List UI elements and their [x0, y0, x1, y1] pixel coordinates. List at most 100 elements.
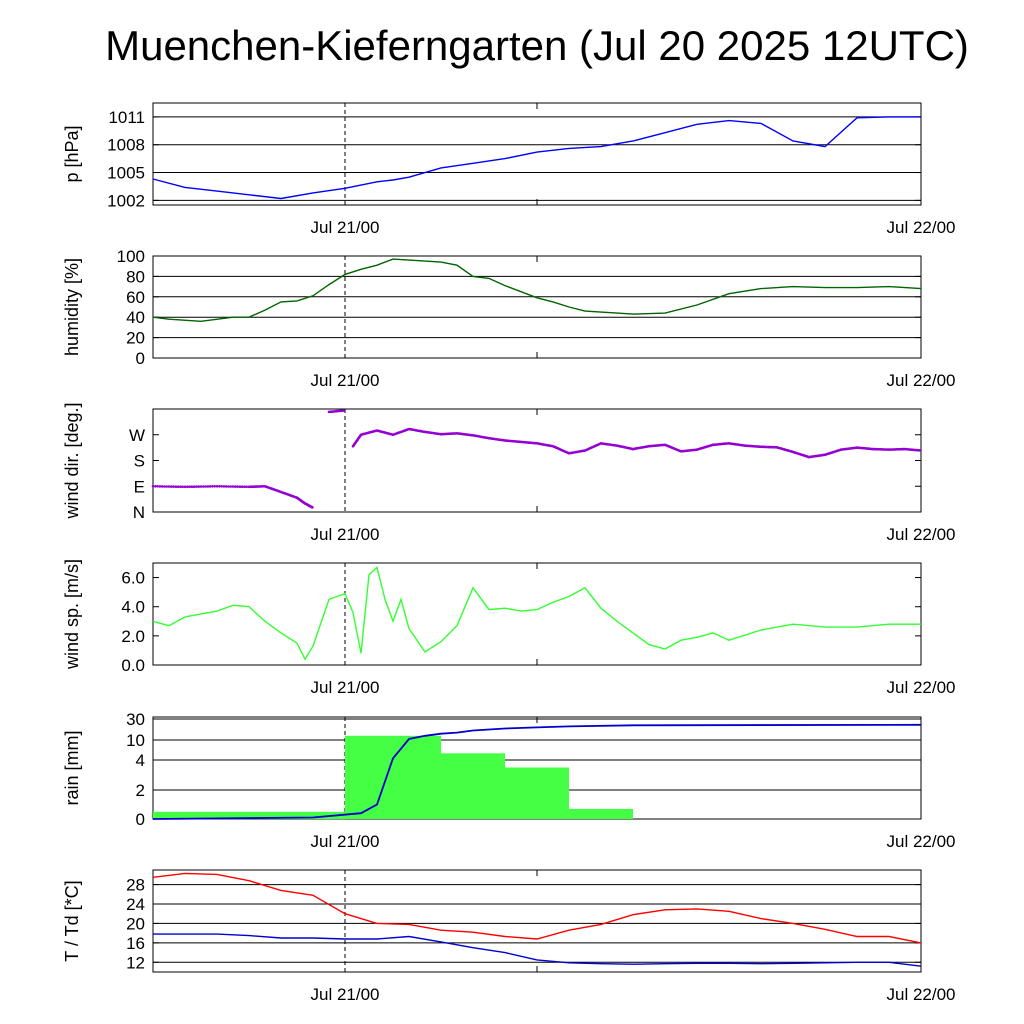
wind-direction-point: [186, 485, 189, 489]
wind-direction-point: [154, 485, 157, 488]
wind-direction-point: [197, 485, 200, 488]
y-tick-label: 0.0: [121, 656, 145, 675]
y-tick-label: 1008: [107, 136, 145, 155]
y-tick-label: W: [129, 426, 145, 445]
x-tick-label: Jul 21/00: [311, 985, 380, 1004]
wind-direction-point: [167, 485, 171, 488]
wind-direction-point: [174, 485, 178, 489]
wind-direction-point: [160, 485, 164, 488]
wind-direction-point: [243, 485, 246, 489]
y-tick-label: N: [133, 503, 145, 522]
y-tick-label: 1005: [107, 164, 145, 183]
y-axis-label: p [hPa]: [62, 125, 82, 182]
y-tick-label: 1011: [108, 108, 145, 127]
wind-direction-point: [238, 485, 242, 489]
panel-frame: [152, 562, 922, 666]
rain-bar: [569, 808, 633, 819]
wind-direction-point: [211, 485, 214, 488]
y-tick-label: 10: [126, 731, 145, 750]
wind-direction-point: [190, 485, 194, 489]
y-tick-label: 28: [126, 876, 145, 895]
y-tick-label: 40: [126, 308, 145, 327]
y-tick-label: 20: [126, 329, 145, 348]
y-axis-label: humidity [%]: [62, 258, 82, 356]
wind-direction-point: [208, 485, 212, 488]
wind-direction-point: [234, 485, 237, 488]
wind-direction-point: [156, 485, 159, 488]
wind-direction-point: [172, 485, 175, 488]
y-tick-label: 60: [126, 288, 145, 307]
x-tick-label: Jul 21/00: [311, 371, 380, 390]
wind-direction-point: [240, 485, 244, 489]
y-tick-label: E: [134, 477, 145, 496]
x-tick-label: Jul 21/00: [311, 678, 380, 697]
x-tick-label: Jul 22/00: [887, 832, 956, 851]
y-tick-label: 30: [126, 710, 145, 729]
rain-cumulative-series: [152, 723, 922, 820]
wind-direction-point: [342, 409, 346, 412]
dewpoint-series: [153, 933, 922, 967]
wind-direction-point: [176, 485, 180, 489]
wind-direction-point: [215, 485, 219, 488]
x-tick-label: Jul 22/00: [887, 985, 956, 1004]
wind-direction-point: [204, 485, 207, 488]
rain-bar: [153, 811, 345, 820]
wind-direction-point: [179, 485, 182, 489]
y-tick-label: 24: [126, 895, 145, 914]
wind-direction-point: [202, 485, 205, 488]
x-tick-label: Jul 22/00: [887, 678, 956, 697]
wind-direction-point: [227, 485, 230, 488]
wind-direction-point: [163, 485, 166, 488]
y-axis-label: rain [mm]: [62, 730, 82, 805]
y-tick-label: 12: [126, 953, 145, 972]
x-tick-label: Jul 21/00: [311, 525, 380, 544]
panel-frame: [152, 408, 922, 513]
y-tick-label: 2.0: [121, 627, 145, 646]
rain-bar: [441, 753, 505, 819]
temperature-series: [152, 872, 922, 944]
y-tick-label: 1002: [107, 191, 145, 210]
wind-direction-point: [206, 485, 210, 488]
y-tick-label: 80: [126, 267, 145, 286]
y-tick-label: 0: [136, 810, 145, 829]
y-tick-label: 6.0: [121, 569, 145, 588]
wind-direction-series: [151, 409, 922, 509]
wind-direction-point: [218, 485, 221, 488]
y-axis-label: wind sp. [m/s]: [62, 559, 82, 670]
y-tick-label: 4.0: [121, 598, 145, 617]
wind-direction-point: [165, 485, 168, 488]
panel-frame: [152, 869, 922, 973]
wind-direction-point: [236, 485, 239, 488]
wind-direction-point: [918, 449, 922, 452]
wind-direction-point: [170, 485, 173, 488]
y-axis-label: T / Td [*C]: [62, 880, 82, 961]
panel-frame: [152, 102, 922, 206]
wind-direction-point: [151, 485, 155, 488]
chart-title: Muenchen-Kieferngarten (Jul 20 2025 12UT…: [105, 22, 969, 69]
wind-direction-point: [213, 485, 216, 488]
x-tick-label: Jul 22/00: [887, 371, 956, 390]
wind-direction-point: [245, 485, 248, 489]
y-tick-label: 16: [126, 934, 145, 953]
wind-direction-point: [222, 485, 226, 488]
wind-direction-point: [181, 485, 184, 489]
pressure-series: [152, 116, 921, 200]
y-tick-label: 100: [117, 247, 145, 266]
wind-speed-series: [152, 566, 921, 661]
wind-direction-point: [199, 485, 203, 488]
wind-direction-point: [192, 485, 196, 489]
wind-direction-point: [311, 506, 314, 509]
wind-direction-point: [220, 485, 223, 488]
wind-direction-point: [231, 485, 235, 488]
y-axis-label: wind dir. [deg.]: [62, 402, 82, 519]
wind-direction-point: [183, 485, 187, 489]
rain-bar: [505, 767, 569, 819]
y-tick-label: 4: [136, 751, 145, 770]
x-tick-label: Jul 22/00: [887, 218, 956, 237]
wind-direction-point: [229, 485, 232, 488]
x-tick-label: Jul 22/00: [887, 525, 956, 544]
panel-frame: [152, 255, 922, 359]
wind-direction-point: [188, 485, 191, 489]
wind-direction-point: [195, 485, 198, 488]
y-tick-label: 20: [126, 914, 145, 933]
